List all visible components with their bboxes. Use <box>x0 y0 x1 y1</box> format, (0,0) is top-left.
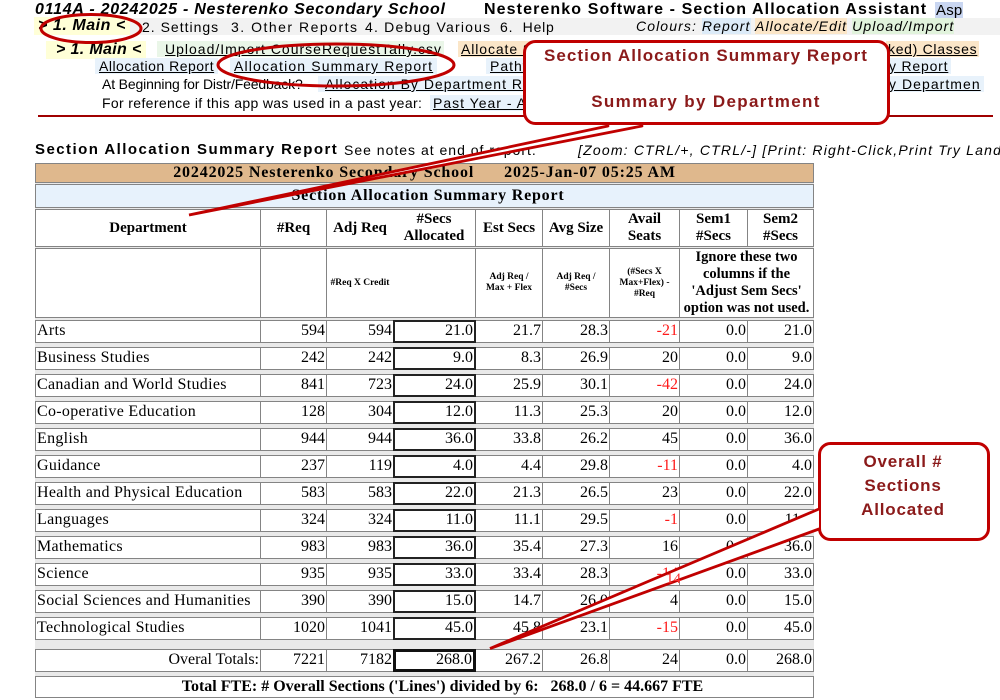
svg-text:14: 14 <box>666 571 682 587</box>
